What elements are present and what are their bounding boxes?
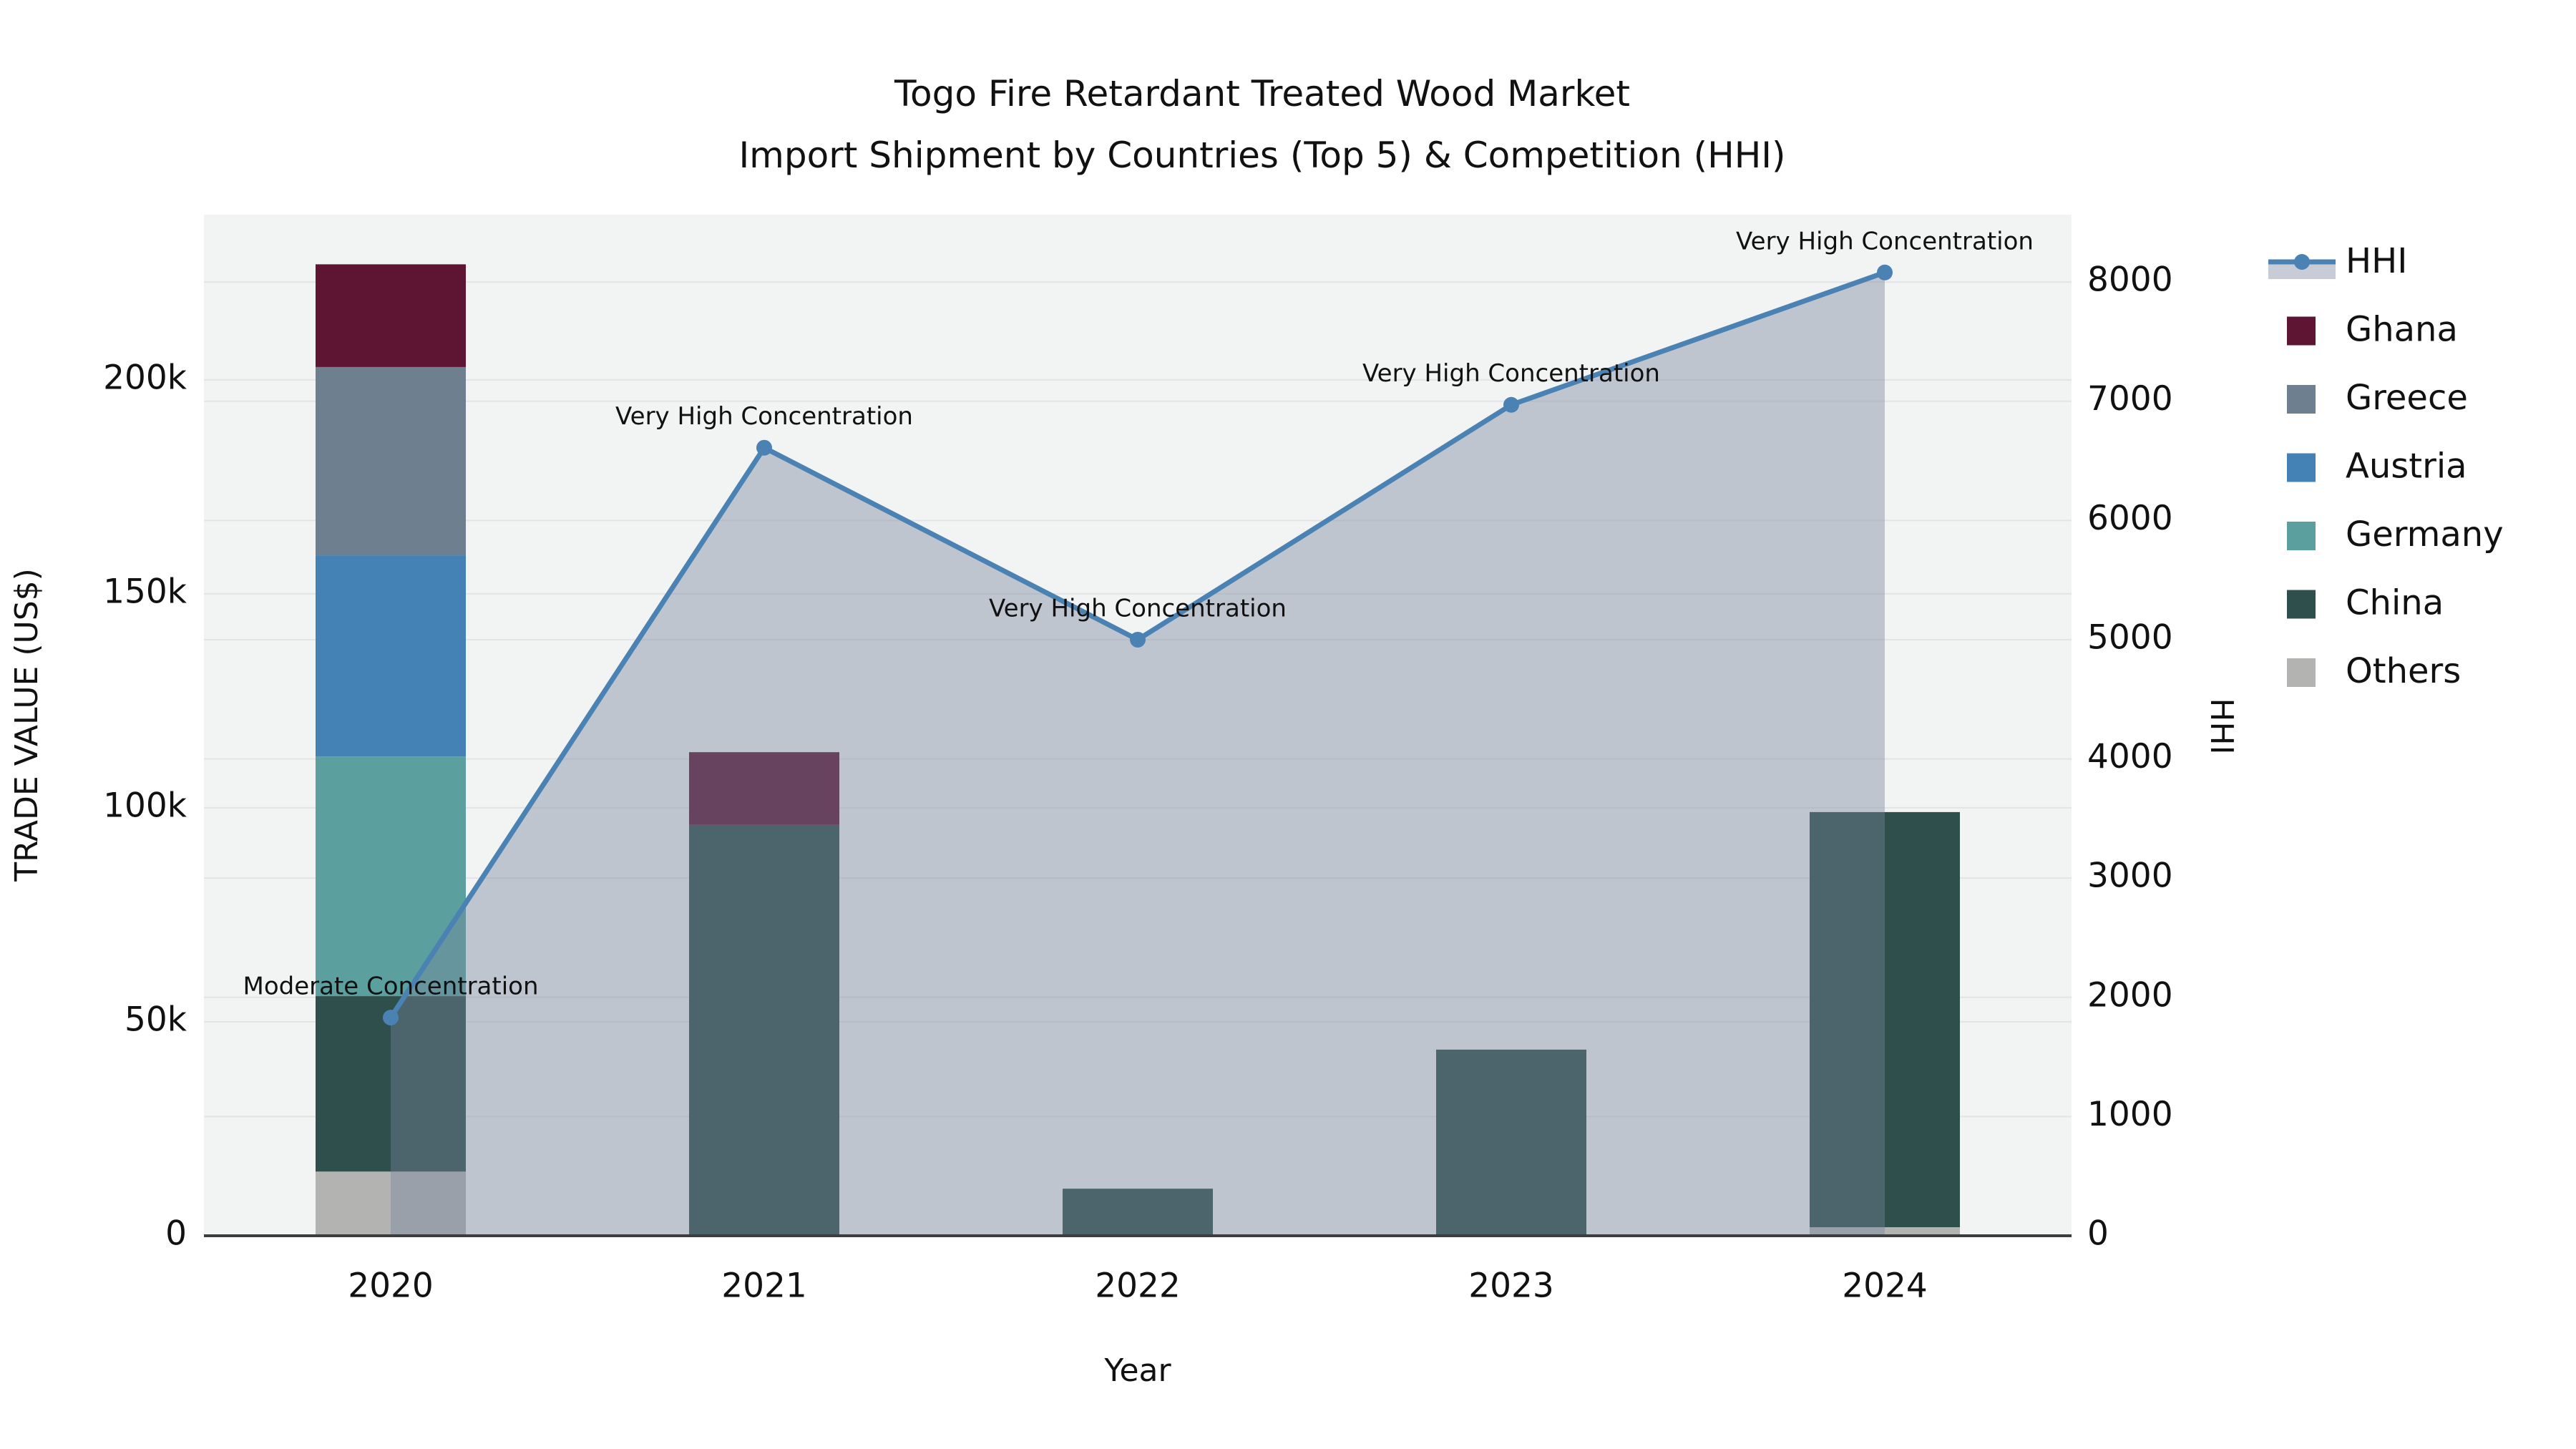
x-tick-2021: 2021 — [721, 1267, 807, 1306]
legend-label-ghana: Ghana — [2346, 310, 2458, 350]
left-tick-150k: 150k — [103, 572, 187, 611]
hhi-marker-2023[interactable] — [1503, 396, 1519, 413]
chart-title-line1: Togo Fire Retardant Treated Wood Market — [894, 73, 1630, 114]
plot-background — [204, 215, 2072, 1236]
bar-segment-austria-2020[interactable] — [316, 555, 466, 757]
legend-swatch-germany — [2287, 522, 2316, 550]
legend-item-china[interactable]: China — [2287, 583, 2444, 623]
legend-hhi-marker-sample — [2294, 254, 2310, 270]
right-tick-6000: 6000 — [2087, 499, 2173, 538]
x-tick-2024: 2024 — [1842, 1267, 1928, 1306]
legend-swatch-others — [2287, 658, 2316, 687]
gridline-layer — [204, 281, 2072, 1118]
bar-segment-china-2021[interactable] — [689, 824, 839, 1236]
right-tick-0: 0 — [2087, 1214, 2109, 1254]
hhi-marker-2020[interactable] — [383, 1010, 399, 1026]
x-axis-title: Year — [1103, 1352, 1171, 1389]
hhi-marker-2022[interactable] — [1130, 631, 1146, 648]
bar-segment-china-2024[interactable] — [1810, 811, 1960, 1228]
plot-background-layer — [204, 215, 2072, 1236]
right-tick-2000: 2000 — [2087, 975, 2173, 1015]
annotation-2024: Very High Concentration — [1736, 227, 2034, 255]
legend-swatch-greece — [2287, 385, 2316, 414]
bar-segment-others-2020[interactable] — [316, 1171, 466, 1236]
right-tick-4000: 4000 — [2087, 737, 2173, 776]
right-tick-3000: 3000 — [2087, 857, 2173, 896]
left-tick-50k: 50k — [125, 1000, 187, 1039]
legend: HHI Ghana Greece Austria Germany China Others — [2268, 241, 2504, 691]
bar-segment-ghana-2020[interactable] — [316, 264, 466, 367]
right-tick-1000: 1000 — [2087, 1095, 2173, 1134]
x-tick-2020: 2020 — [348, 1267, 434, 1306]
legend-label-austria: Austria — [2346, 447, 2467, 487]
bar-segment-germany-2020[interactable] — [316, 756, 466, 997]
x-tick-2023: 2023 — [1468, 1267, 1554, 1306]
bar-segment-greece-2020[interactable] — [316, 366, 466, 556]
legend-label-greece: Greece — [2346, 378, 2468, 418]
legend-swatch-china — [2287, 590, 2316, 619]
right-tick-8000: 8000 — [2087, 260, 2173, 300]
annotation-2023: Very High Concentration — [1362, 359, 1660, 388]
left-axis-title: TRADE VALUE (US$) — [9, 568, 45, 882]
legend-item-hhi[interactable]: HHI — [2268, 241, 2407, 281]
hhi-area-layer — [391, 272, 1885, 1236]
legend-item-germany[interactable]: Germany — [2287, 514, 2504, 555]
left-tick-200k: 200k — [103, 358, 187, 397]
bar-segment-others-2024[interactable] — [1810, 1227, 1960, 1236]
axes-layer: 0 50k 100k 150k 200k 0 1000 2000 3000 4000 5000 600… — [103, 260, 2173, 1306]
chart-title-line2: Import Shipment by Countries (Top 5) & C… — [738, 135, 1785, 176]
legend-label-china: China — [2346, 583, 2444, 623]
legend-swatch-ghana — [2287, 316, 2316, 346]
annotation-2022: Very High Concentration — [989, 594, 1287, 623]
left-tick-100k: 100k — [103, 786, 187, 825]
legend-label-others: Others — [2346, 651, 2461, 691]
legend-swatch-austria — [2287, 453, 2316, 482]
bar-segment-china-2022[interactable] — [1063, 1189, 1213, 1236]
right-tick-5000: 5000 — [2087, 618, 2173, 657]
bars-layer — [316, 264, 1960, 1236]
bar-segment-china-2023[interactable] — [1436, 1049, 1586, 1236]
legend-item-others[interactable]: Others — [2287, 651, 2461, 691]
legend-item-ghana[interactable]: Ghana — [2287, 310, 2458, 350]
legend-label-germany: Germany — [2346, 514, 2504, 555]
bar-segment-ghana-2021[interactable] — [689, 752, 839, 825]
annotation-2020: Moderate Concentration — [243, 972, 538, 1001]
legend-item-austria[interactable]: Austria — [2287, 447, 2467, 487]
hhi-marker-2021[interactable] — [756, 439, 772, 456]
annotation-2021: Very High Concentration — [615, 402, 913, 431]
annotations-layer: Moderate Concentration Very High Concentr… — [243, 227, 2033, 1000]
left-tick-0: 0 — [165, 1214, 187, 1254]
hhi-line-layer — [383, 264, 1893, 1026]
hhi-area-fill — [391, 272, 1885, 1236]
legend-label-hhi: HHI — [2346, 241, 2407, 281]
x-tick-2022: 2022 — [1095, 1267, 1181, 1306]
hhi-marker-2024[interactable] — [1877, 264, 1893, 280]
right-axis-title: HHI — [2203, 698, 2240, 754]
right-tick-7000: 7000 — [2087, 379, 2173, 419]
legend-item-greece[interactable]: Greece — [2287, 378, 2468, 418]
